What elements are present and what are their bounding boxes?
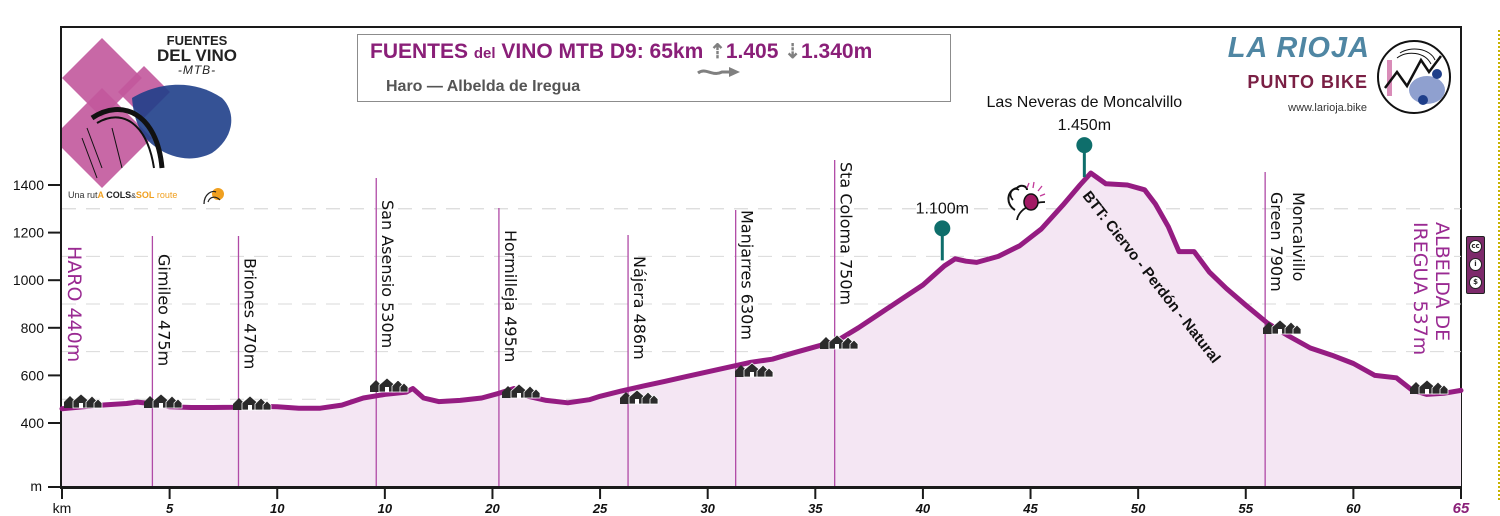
waypoint-label: Manjarres 630m: [738, 210, 757, 340]
by-icon: i: [1469, 258, 1482, 271]
x-tick-label: km: [53, 500, 72, 516]
x-tick-label: 25: [592, 501, 608, 516]
village-icon: [370, 377, 409, 393]
waypoint-label: Moncalvillo: [1289, 192, 1308, 281]
page-edge-dotted-line: [1498, 30, 1500, 500]
x-tick-label: 60: [1346, 501, 1361, 516]
x-tick-label: 30: [700, 501, 715, 516]
x-tick-label: 50: [1131, 501, 1146, 516]
start-label: HARO 440m: [63, 246, 85, 362]
x-tick-label: 20: [484, 501, 500, 516]
mountain-emblem-icon: [1377, 40, 1451, 114]
wavy-arrow-right-icon: [697, 67, 740, 77]
waypoint-label: Sta Coloma 750m: [837, 162, 856, 305]
peak-name-label: Las Neveras de Moncalvillo: [987, 94, 1183, 111]
village-icon: [620, 389, 659, 405]
logo-tagline: Una rutA COLS&SOL route: [68, 190, 178, 200]
waypoint-label: Green 790m: [1267, 192, 1286, 292]
village-icon: [1410, 379, 1449, 395]
peak-elevation-label: 1.450m: [1058, 117, 1111, 134]
fuentes-del-vino-logo: FUENTES DEL VINO -MTB- Una rutA COLS&SOL…: [62, 28, 237, 213]
village-icon: [735, 362, 774, 378]
nc-icon: $: [1469, 276, 1482, 289]
cc-icon: cc: [1469, 240, 1482, 253]
x-tick-label: 65: [1453, 500, 1470, 516]
y-tick-label: 1400: [13, 177, 44, 193]
end-label-line1: ALBELDA DE: [1431, 222, 1453, 341]
x-tick-label: 40: [915, 501, 931, 516]
x-tick-label: 45: [1022, 501, 1038, 516]
peak-elevation-label: 1.100m: [916, 200, 969, 217]
logo-title: LA RIOJA: [1227, 32, 1370, 64]
village-icons: [64, 319, 1449, 411]
y-tick-label: 1000: [13, 272, 44, 288]
village-icon: [820, 334, 859, 350]
route-subtitle: Haro — Albelda de Iregua: [386, 78, 581, 95]
x-tick-label: 5: [166, 501, 174, 516]
axes: 400 600 800 1000 1200 1400 mkm 5 10 10 20 25 30 35 40 4…: [13, 177, 1470, 516]
x-tick-label: 55: [1239, 501, 1254, 516]
logo-subtitle: PUNTO BIKE: [1247, 72, 1368, 92]
village-icon: [233, 395, 272, 411]
waypoint-markers: [151, 160, 1266, 487]
waypoint-label: San Asensio 530m: [378, 200, 397, 348]
route-title: FUENTES del VINO MTB D9: 65km ⇡1.405 ⇣1.…: [370, 40, 873, 63]
village-icon: [144, 393, 183, 409]
y-tick-label: 800: [21, 320, 45, 336]
village-icon: [502, 383, 541, 399]
la-rioja-punto-bike-logo: LA RIOJA PUNTO BIKE www.larioja.bike: [1205, 32, 1455, 122]
cyclist-sun-icon: [203, 188, 224, 205]
profile-line: [59, 170, 1464, 412]
y-axis-unit: m: [30, 478, 42, 494]
village-icon: [64, 393, 103, 409]
arrow-up-icon: ⇡: [709, 41, 726, 63]
descent-value: 1.340m: [801, 40, 873, 63]
creative-commons-badge[interactable]: cc i $: [1466, 236, 1485, 294]
waypoint-label: Gimileo 475m: [154, 254, 173, 366]
end-label-line2: IREGUA 537m: [1409, 222, 1431, 355]
y-tick-label: 400: [21, 415, 45, 431]
waypoint-label: Briones 470m: [240, 258, 259, 369]
ascent-value: 1.405: [725, 40, 779, 63]
logo-url: www.larioja.bike: [1288, 102, 1367, 114]
y-tick-label: 600: [21, 367, 45, 383]
logo-artwork: [62, 38, 232, 188]
profile-area: [62, 173, 1461, 487]
waypoint-labels: HARO 440m Gimileo 475m Briones 470m San Ase…: [63, 162, 1453, 369]
peak-markers: 1.100m 1.450m Las Neveras de Moncalvillo: [916, 94, 1183, 261]
arrow-down-icon: ⇣: [784, 41, 802, 63]
x-tick-label: 35: [808, 501, 823, 516]
route-title-box: FUENTES del VINO MTB D9: 65km ⇡1.405 ⇣1.…: [357, 34, 951, 102]
y-tick-label: 1200: [13, 225, 44, 241]
x-tick-label: 10: [270, 501, 285, 516]
x-tick-label: 10: [378, 501, 393, 516]
waypoint-label: Hormilleja 495m: [501, 230, 520, 362]
village-icon: [1263, 319, 1302, 335]
waypoint-label: Nájera 486m: [630, 256, 649, 360]
cyclist-icon: [1007, 181, 1046, 221]
logo-brand-text: FUENTES DEL VINO -MTB-: [157, 33, 237, 77]
